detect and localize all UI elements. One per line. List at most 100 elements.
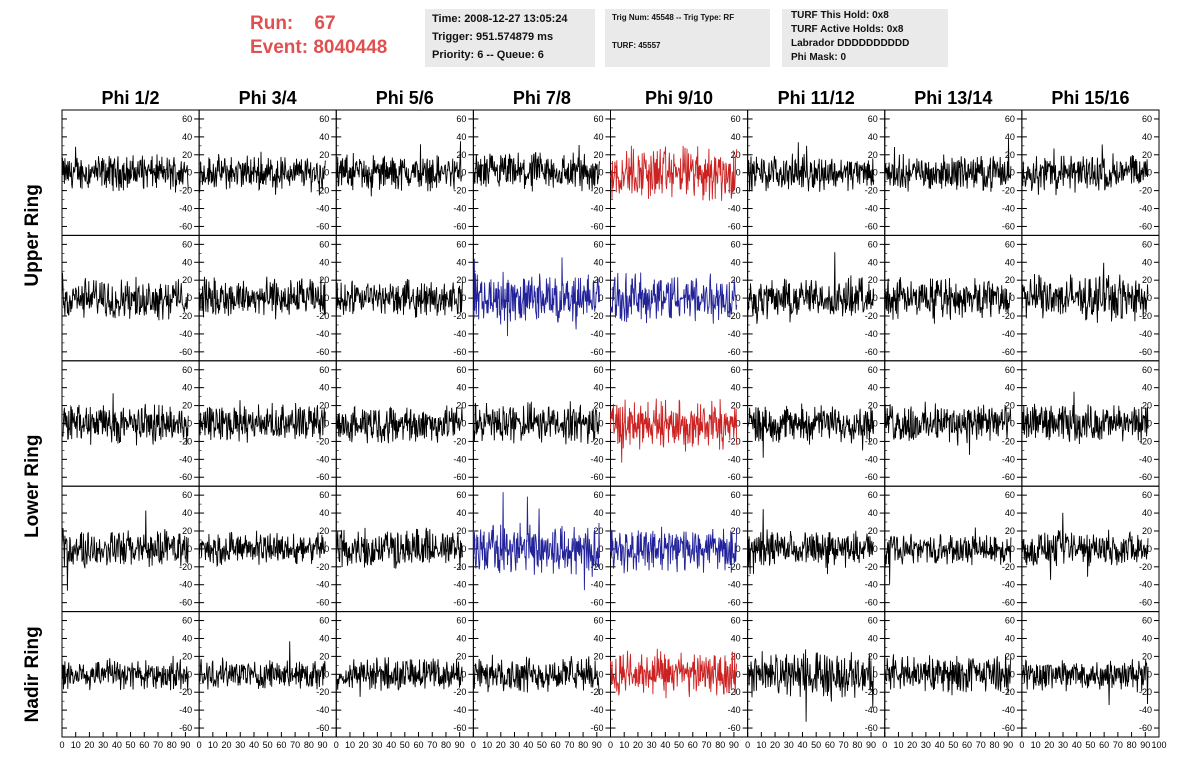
y-tick-label: 60 — [1005, 114, 1015, 124]
x-tick-label: 40 — [935, 740, 945, 750]
y-tick-label: 0 — [1147, 419, 1152, 429]
x-tick-label: 50 — [126, 740, 136, 750]
x-tick-label: 40 — [386, 740, 396, 750]
x-tick-label: 0 — [334, 740, 339, 750]
ring-label: Lower Ring — [22, 434, 43, 537]
y-tick-label: -60 — [179, 347, 192, 357]
trig-num-line: Trig Num: 45548 -- Trig Type: RF — [612, 13, 735, 22]
y-tick-label: -20 — [453, 311, 466, 321]
x-tick-label: 50 — [537, 740, 547, 750]
x-tick-label: 30 — [647, 740, 657, 750]
column-header: Phi 11/12 — [778, 88, 855, 108]
y-tick-label: -20 — [865, 562, 878, 572]
x-tick-label: 80 — [167, 740, 177, 750]
y-tick-label: 20 — [731, 150, 741, 160]
phi-mask-line: Phi Mask: 0 — [791, 52, 847, 63]
x-tick-label: 0 — [745, 740, 750, 750]
y-tick-label: -60 — [728, 472, 741, 482]
y-tick-label: 0 — [461, 293, 466, 303]
y-tick-label: 20 — [593, 150, 603, 160]
ring-label: Nadir Ring — [22, 626, 43, 722]
x-tick-label: 60 — [139, 740, 149, 750]
y-tick-label: 60 — [182, 239, 192, 249]
y-tick-label: 40 — [731, 383, 741, 393]
y-tick-label: -20 — [1139, 687, 1152, 697]
y-tick-label: 40 — [1142, 383, 1152, 393]
y-tick-label: -40 — [179, 454, 192, 464]
y-tick-label: 60 — [1005, 490, 1015, 500]
y-tick-label: 0 — [461, 669, 466, 679]
y-tick-label: 20 — [182, 651, 192, 661]
y-tick-label: 40 — [1005, 508, 1015, 518]
y-tick-label: -40 — [1002, 329, 1015, 339]
run-info: Run: 67 Event: 8040448 — [250, 12, 425, 60]
y-tick-label: -60 — [1002, 598, 1015, 608]
y-tick-label: 40 — [868, 508, 878, 518]
labrador-line: Labrador DDDDDDDDDD — [791, 38, 910, 49]
y-tick-label: 20 — [593, 401, 603, 411]
y-tick-label: 40 — [868, 633, 878, 643]
waveform-trace — [335, 405, 463, 444]
y-tick-label: 40 — [319, 508, 329, 518]
y-tick-label: -60 — [728, 598, 741, 608]
y-tick-label: 20 — [868, 651, 878, 661]
waveform-trace — [472, 144, 600, 192]
x-tick-label: 20 — [496, 740, 506, 750]
y-tick-label: 0 — [873, 544, 878, 554]
y-tick-label: 20 — [182, 526, 192, 536]
y-tick-label: -60 — [1139, 723, 1152, 733]
y-tick-label: -40 — [865, 580, 878, 590]
y-tick-label: 0 — [461, 544, 466, 554]
waveform-trace — [884, 277, 1012, 324]
y-tick-label: -60 — [453, 221, 466, 231]
y-tick-label: 60 — [182, 490, 192, 500]
y-tick-label: 60 — [1005, 616, 1015, 626]
y-tick-label: -20 — [728, 186, 741, 196]
x-tick-label: 80 — [852, 740, 862, 750]
y-tick-label: -40 — [179, 705, 192, 715]
x-tick-label: 40 — [249, 740, 259, 750]
y-tick-label: -60 — [1002, 221, 1015, 231]
y-tick-label: 60 — [868, 365, 878, 375]
x-tick-label: 50 — [811, 740, 821, 750]
y-tick-label: 0 — [873, 168, 878, 178]
x-tick-label: 20 — [633, 740, 643, 750]
y-tick-label: -40 — [865, 204, 878, 214]
y-tick-label: 20 — [456, 651, 466, 661]
x-tick-label: 10 — [208, 740, 218, 750]
y-tick-label: -40 — [728, 705, 741, 715]
y-tick-label: -20 — [1002, 562, 1015, 572]
y-tick-label: -40 — [590, 705, 603, 715]
y-tick-label: 40 — [593, 633, 603, 643]
y-tick-label: -60 — [728, 723, 741, 733]
y-tick-label: 40 — [456, 508, 466, 518]
y-tick-label: 0 — [324, 168, 329, 178]
waveform-trace — [884, 654, 1012, 696]
y-tick-label: 0 — [187, 419, 192, 429]
y-tick-label: -60 — [865, 347, 878, 357]
x-tick-label: 50 — [400, 740, 410, 750]
x-tick-label: 0 — [197, 740, 202, 750]
waveform-trace — [610, 398, 738, 463]
y-tick-label: 0 — [324, 669, 329, 679]
waveform-trace — [335, 527, 463, 570]
y-tick-label: -60 — [453, 723, 466, 733]
y-tick-label: 20 — [319, 275, 329, 285]
y-tick-label: -60 — [453, 347, 466, 357]
x-tick-label: 90 — [180, 740, 190, 750]
y-tick-label: -60 — [590, 472, 603, 482]
y-tick-label: 0 — [598, 293, 603, 303]
y-tick-label: -40 — [316, 454, 329, 464]
y-tick-label: 0 — [598, 419, 603, 429]
waveform-trace — [472, 401, 600, 445]
waveform-trace — [610, 648, 738, 699]
y-tick-label: 60 — [593, 616, 603, 626]
x-tick-label: 30 — [1058, 740, 1068, 750]
y-tick-label: 20 — [731, 526, 741, 536]
y-tick-label: 20 — [1142, 401, 1152, 411]
y-tick-label: -40 — [179, 580, 192, 590]
y-tick-label: -60 — [728, 347, 741, 357]
y-tick-label: -60 — [179, 472, 192, 482]
y-tick-label: -40 — [1002, 580, 1015, 590]
y-tick-label: -20 — [590, 311, 603, 321]
